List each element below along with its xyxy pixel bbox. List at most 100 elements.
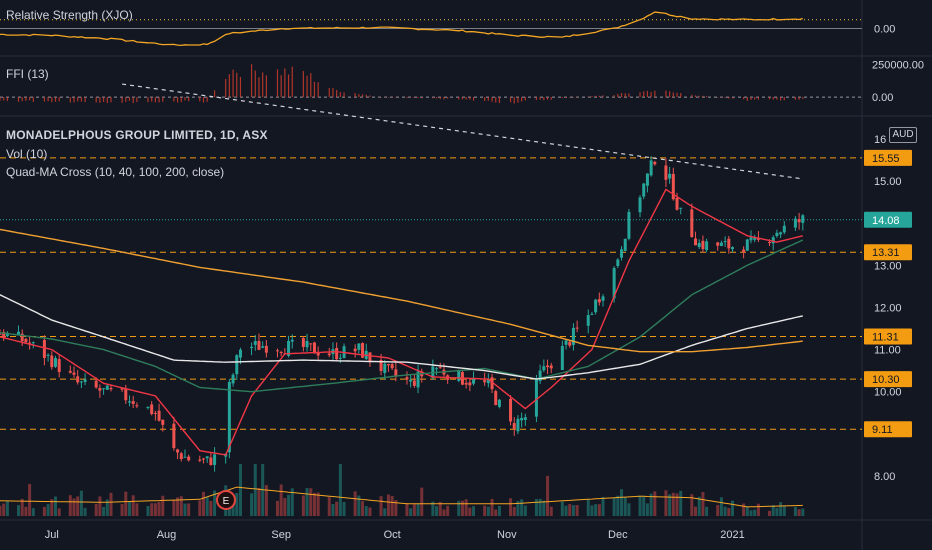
candle-body: [5, 332, 9, 337]
ffi-bar: [313, 81, 316, 98]
candle-body: [161, 419, 165, 425]
volume-legend[interactable]: Vol (10): [6, 147, 48, 161]
moving-average-legend[interactable]: Quad-MA Cross (10, 40, 100, 200, close): [6, 165, 225, 179]
volume-bar: [179, 496, 183, 516]
candle-body: [705, 241, 709, 251]
ffi-bar: [743, 97, 745, 100]
volume-bar: [213, 490, 217, 516]
ffi-bar: [639, 92, 641, 98]
candle-body: [779, 232, 783, 235]
candle-body: [742, 249, 746, 253]
candle-body: [542, 366, 546, 371]
currency-badge[interactable]: AUD: [889, 127, 917, 143]
ffi-bar: [702, 95, 704, 98]
candle-body: [264, 345, 268, 353]
ffi-bar: [587, 96, 589, 98]
volume-bar: [146, 506, 150, 516]
ffi-bar: [239, 76, 242, 98]
ffi-bar: [513, 97, 515, 104]
volume-bar: [353, 491, 357, 516]
level-price-label: 10.30: [872, 374, 900, 386]
moving-average-100-line: [0, 294, 803, 380]
ffi-bar: [384, 97, 386, 98]
candle-body: [305, 341, 309, 348]
ffi-bar: [158, 97, 160, 103]
candle-body: [564, 340, 568, 345]
volume-bar: [516, 500, 520, 516]
ffi-bar: [380, 97, 382, 98]
volume-bar: [542, 500, 546, 516]
volume-bar: [486, 506, 490, 516]
ffi-bar: [336, 89, 338, 98]
candle-body: [24, 339, 28, 343]
ffi-bar: [32, 97, 34, 102]
volume-bar: [24, 506, 28, 516]
candle-body: [383, 363, 387, 373]
earnings-marker-icon[interactable]: E: [216, 490, 236, 510]
volume-bar: [105, 499, 109, 516]
candle-body: [716, 242, 720, 246]
ffi-bar: [110, 97, 112, 103]
candle-body: [793, 218, 797, 228]
candle-body: [301, 338, 305, 347]
ffi-bar: [54, 97, 57, 102]
ffi-bar: [0, 97, 1, 101]
candle-body: [394, 369, 398, 376]
ffi-bar: [676, 92, 678, 98]
volume-bar: [198, 500, 202, 516]
ffi-bar: [472, 97, 475, 101]
candle-body: [801, 215, 805, 223]
candle-body: [279, 351, 283, 353]
volume-bar: [290, 488, 294, 516]
candle-body: [50, 355, 54, 368]
volume-bar: [460, 500, 464, 516]
candle-body: [386, 364, 390, 366]
price-tick-label: 15.00: [874, 176, 902, 188]
volume-bar: [161, 495, 165, 516]
candle-body: [250, 346, 254, 349]
volume-bar: [131, 495, 135, 516]
ffi-bar: [643, 91, 645, 98]
candle-body: [771, 237, 775, 244]
ffi-bar: [391, 97, 393, 98]
volume-bar: [512, 507, 516, 516]
candle-body: [486, 378, 490, 384]
level-price-label: 13.31: [872, 247, 900, 259]
level-price-badge: [864, 421, 912, 438]
price-tick-label: 8.00: [874, 471, 895, 483]
candle-body: [253, 341, 257, 345]
rs-line: [0, 11, 803, 47]
ffi-pane-label[interactable]: FFI (13): [6, 67, 49, 81]
candle-body: [560, 345, 564, 371]
rs-pane-label[interactable]: Relative Strength (XJO): [6, 8, 133, 22]
volume-bar: [745, 506, 749, 516]
volume-bar: [79, 490, 83, 516]
candle-body: [150, 404, 154, 415]
ffi-bar: [77, 97, 79, 102]
ffi-bar: [698, 95, 700, 98]
ffi-bar: [543, 97, 545, 101]
volume-bar: [238, 464, 242, 516]
volume-bar: [357, 495, 361, 516]
level-price-badge: [864, 149, 912, 166]
volume-bar: [409, 508, 413, 516]
ffi-bar: [332, 88, 334, 98]
volume-bar: [438, 501, 442, 516]
ffi-bar: [421, 97, 423, 99]
volume-bar: [497, 505, 501, 516]
volume-bar: [675, 493, 679, 516]
ffi-bar: [465, 97, 467, 100]
time-tick-label: Nov: [497, 529, 517, 541]
candle-body: [124, 388, 128, 401]
volume-average-line: [0, 486, 803, 508]
volume-bar: [176, 497, 180, 516]
candle-body: [468, 382, 472, 386]
ffi-bar: [447, 97, 449, 99]
volume-bar: [642, 496, 646, 516]
ffi-bar: [757, 97, 760, 100]
candle-body: [797, 219, 801, 223]
ffi-bar: [328, 87, 330, 98]
candle-body: [290, 339, 294, 342]
candle-body: [209, 457, 213, 465]
